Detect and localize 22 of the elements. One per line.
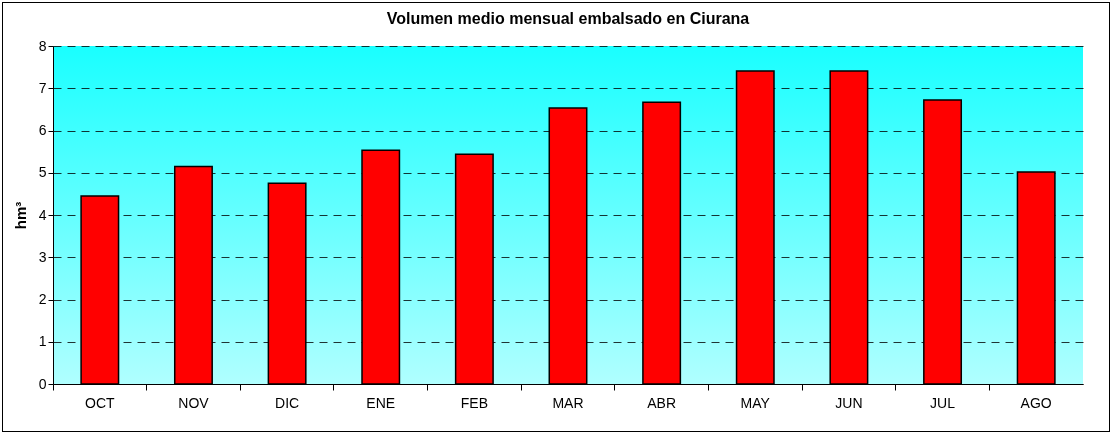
x-tick-label: JUN [835, 394, 863, 411]
x-tick-label: ABR [647, 394, 677, 411]
y-tick-label: 1 [38, 333, 47, 350]
x-tick-label: OCT [85, 394, 116, 411]
x-tick-label: ENE [366, 394, 396, 411]
y-axis-title: hm³ [11, 201, 29, 230]
x-tick-label: FEB [460, 394, 488, 411]
y-tick-label: 5 [38, 164, 47, 181]
y-tick-label: 4 [38, 206, 47, 223]
y-tick-label: 3 [38, 248, 47, 265]
y-tick-label: 6 [38, 122, 47, 138]
chart-title: Volumen medio mensual embalsado en Ciurana [386, 10, 750, 27]
y-tick-label: 2 [38, 291, 47, 307]
x-tick-label: MAR [552, 394, 584, 411]
x-tick-label: JUL [930, 394, 956, 411]
x-tick-label: MAY [740, 394, 771, 411]
x-tick-label: AGO [1020, 394, 1052, 411]
y-tick-label: 7 [38, 79, 47, 96]
y-tick-label: 0 [38, 375, 47, 392]
x-tick-label: NOV [178, 394, 210, 411]
y-tick-label: 8 [38, 37, 47, 54]
x-tick-label: DIC [275, 394, 300, 411]
